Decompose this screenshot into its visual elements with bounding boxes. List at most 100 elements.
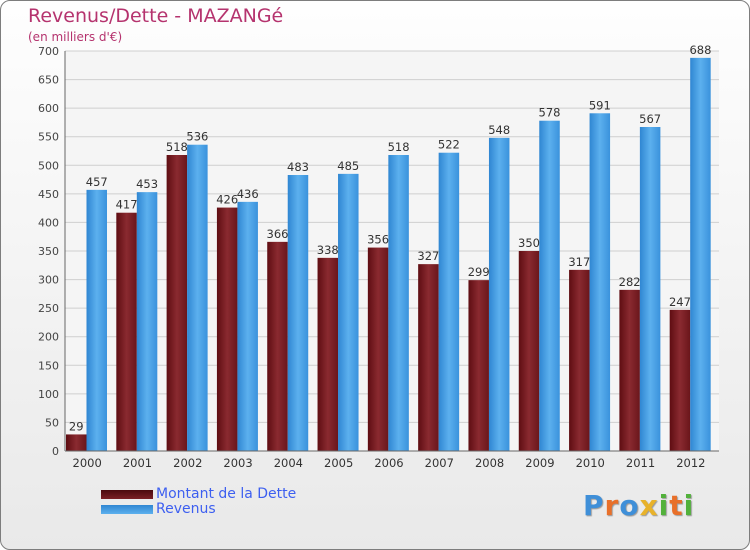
data-label-debt: 317 — [568, 255, 590, 269]
x-tick-label: 2011 — [626, 456, 655, 470]
bar-debt — [367, 247, 389, 451]
logo-letter: x — [639, 489, 659, 522]
bar-revenue — [338, 173, 359, 451]
bar-revenue — [589, 113, 611, 452]
bar-revenue — [690, 57, 711, 451]
data-label-revenue: 436 — [237, 187, 259, 201]
bar-debt — [569, 269, 590, 451]
label-layer: 29 417 518 426 366 338 356 327 299 350 317 282 247 45… — [69, 43, 711, 434]
bar-revenue — [136, 192, 158, 451]
data-label-revenue: 483 — [287, 160, 309, 174]
axis-layer: 0 50 100 150 200 250 300 350 400 450 500 550 600 650 7… — [38, 45, 719, 470]
y-tick-label: 550 — [38, 131, 59, 144]
data-label-revenue: 688 — [689, 43, 711, 57]
bar-debt — [317, 257, 339, 451]
y-tick-label: 0 — [52, 445, 59, 458]
logo-letter: i — [658, 489, 670, 522]
data-label-revenue: 453 — [136, 177, 158, 191]
bar-debt — [669, 309, 691, 451]
bar-revenue — [86, 189, 107, 451]
x-tick-label: 2012 — [676, 456, 705, 470]
bar-revenue — [488, 137, 510, 451]
legend-item-revenue: Revenus — [101, 502, 296, 517]
y-tick-label: 100 — [38, 388, 59, 401]
y-tick-label: 400 — [38, 216, 59, 229]
bar-debt — [619, 289, 640, 451]
x-tick-label: 2010 — [576, 456, 605, 470]
data-label-debt: 299 — [468, 265, 490, 279]
legend-swatch-debt — [101, 489, 153, 499]
data-label-debt: 417 — [116, 198, 138, 212]
data-label-revenue: 485 — [337, 159, 359, 173]
data-label-debt: 518 — [166, 140, 188, 154]
bar-debt — [66, 434, 87, 451]
y-tick-label: 600 — [38, 102, 59, 115]
legend-label-revenue: Revenus — [156, 501, 216, 517]
data-label-revenue: 567 — [639, 112, 661, 126]
legend-item-debt: Montant de la Dette — [101, 487, 296, 502]
bar-debt — [418, 264, 439, 451]
x-tick-label: 2009 — [525, 456, 554, 470]
x-tick-label: 2005 — [324, 456, 353, 470]
data-label-revenue: 548 — [488, 123, 510, 137]
y-tick-label: 50 — [45, 416, 59, 429]
bar-layer — [66, 57, 711, 452]
y-tick-label: 500 — [38, 159, 59, 172]
logo-letter: r — [604, 489, 620, 522]
legend-label-debt: Montant de la Dette — [156, 486, 297, 502]
bar-debt — [468, 280, 489, 451]
data-label-debt: 29 — [69, 419, 84, 433]
y-tick-label: 650 — [38, 74, 59, 87]
logo-letter: i — [683, 489, 695, 522]
bar-revenue — [388, 155, 409, 451]
bar-debt — [267, 241, 288, 451]
chart-subtitle: (en milliers d'€) — [28, 30, 123, 44]
data-label-revenue: 591 — [589, 98, 611, 112]
bar-revenue — [639, 127, 661, 451]
chart-title: Revenus/Dette - MAZANGé — [28, 5, 284, 27]
data-label-debt: 327 — [417, 249, 439, 263]
bar-revenue — [187, 144, 208, 451]
data-label-debt: 350 — [518, 236, 540, 250]
data-label-revenue: 578 — [539, 106, 561, 120]
proxiti-logo: Proxiti — [583, 489, 694, 522]
data-label-revenue: 457 — [86, 175, 108, 189]
x-tick-label: 2001 — [123, 456, 152, 470]
data-label-revenue: 536 — [186, 130, 208, 144]
x-tick-label: 2003 — [223, 456, 252, 470]
y-tick-label: 700 — [38, 45, 59, 58]
legend-swatch-revenue — [101, 504, 153, 514]
data-label-revenue: 518 — [388, 140, 410, 154]
y-tick-label: 350 — [38, 245, 59, 258]
bar-revenue — [438, 152, 460, 451]
data-label-revenue: 522 — [438, 138, 460, 152]
y-tick-label: 450 — [38, 188, 59, 201]
x-tick-label: 2006 — [374, 456, 403, 470]
logo-letter: P — [583, 489, 605, 522]
data-label-debt: 338 — [317, 243, 339, 257]
bar-debt — [116, 212, 137, 451]
y-tick-label: 150 — [38, 359, 59, 372]
x-tick-label: 2002 — [173, 456, 202, 470]
x-tick-label: 2000 — [73, 456, 102, 470]
bar-revenue — [237, 201, 258, 451]
y-tick-label: 250 — [38, 302, 59, 315]
legend: Montant de la Dette Revenus — [101, 487, 296, 517]
data-label-debt: 366 — [267, 227, 289, 241]
y-tick-label: 200 — [38, 331, 59, 344]
bar-debt — [166, 155, 188, 451]
x-tick-label: 2004 — [274, 456, 303, 470]
bar-revenue — [539, 120, 560, 451]
data-label-debt: 282 — [619, 275, 641, 289]
bar-revenue — [287, 175, 309, 451]
data-label-debt: 356 — [367, 233, 389, 247]
bar-debt — [216, 207, 238, 451]
bar-debt — [518, 251, 540, 451]
x-tick-label: 2007 — [425, 456, 454, 470]
y-tick-label: 300 — [38, 274, 59, 287]
logo-letter: t — [669, 489, 684, 522]
x-tick-label: 2008 — [475, 456, 504, 470]
logo-letter: o — [619, 489, 640, 522]
